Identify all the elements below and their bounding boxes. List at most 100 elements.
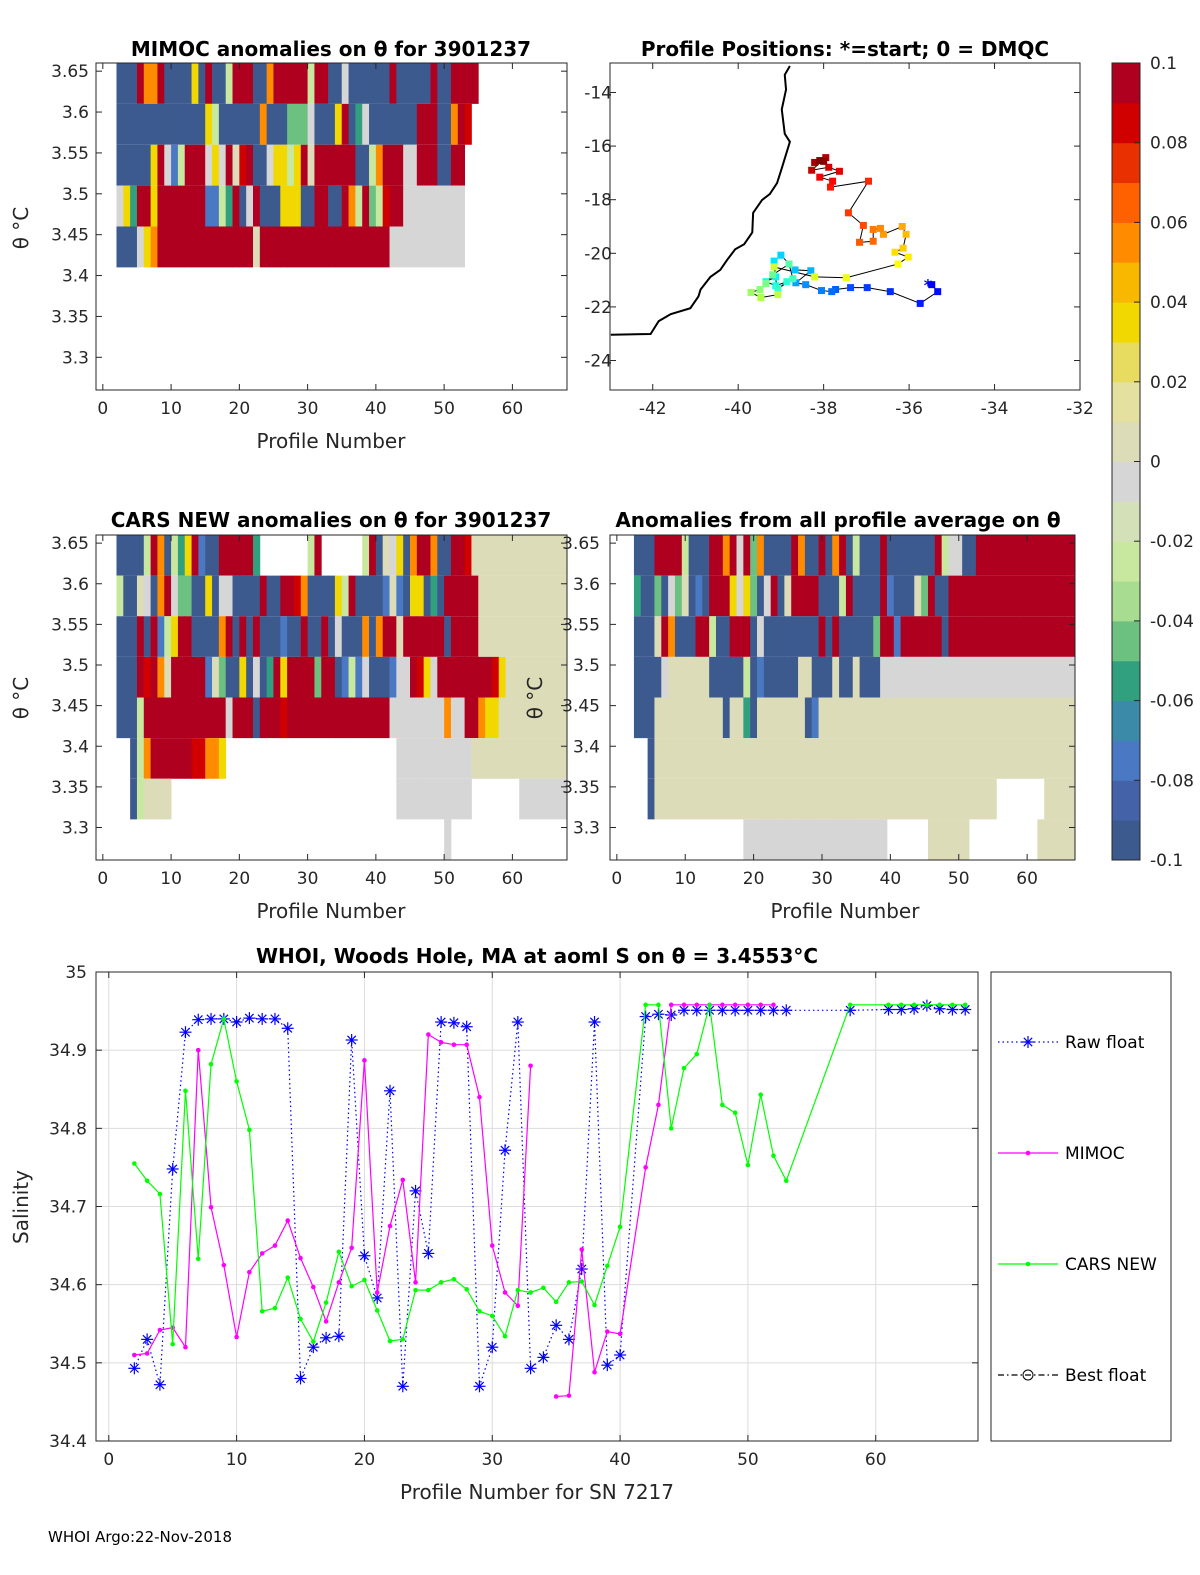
heatmap-cell (825, 819, 833, 860)
heatmap-cell (996, 738, 1004, 779)
x-tick-label: 20 (229, 869, 251, 889)
heatmap-cell (218, 144, 227, 186)
series-point (541, 1285, 546, 1291)
series-point (579, 1247, 585, 1252)
salinity-ylabel: Salinity (9, 1170, 33, 1244)
heatmap-cell (212, 616, 220, 657)
heatmap-cell (715, 575, 724, 617)
heatmap-cell (818, 778, 826, 820)
heatmap-cell (273, 616, 281, 657)
heatmap-cell (1010, 697, 1018, 739)
heatmap-cell (907, 697, 915, 739)
heatmap-cell (661, 738, 669, 779)
y-tick-label: 34.7 (49, 1198, 87, 1218)
heatmap-cell (334, 63, 343, 104)
heatmap-cell (982, 697, 990, 739)
heatmap-cell (157, 103, 165, 145)
colorbar-band (1112, 122, 1140, 144)
heatmap-cell (674, 656, 683, 698)
series-point (349, 1245, 354, 1251)
raw-float-marker (639, 1010, 652, 1023)
heatmap-cell (709, 535, 717, 576)
heatmap-cell (948, 819, 956, 860)
heatmap-cell (205, 616, 213, 657)
profile-position-marker (769, 271, 777, 279)
heatmap-cell (205, 697, 213, 739)
heatmap-cell (498, 656, 506, 698)
heatmap-cell (941, 778, 949, 820)
heatmap-cell (225, 535, 233, 576)
series-point (272, 1305, 278, 1311)
heatmap-cell (811, 697, 819, 739)
heatmap-cell (259, 144, 268, 186)
heatmap-cell (389, 144, 397, 186)
heatmap-cell (729, 778, 737, 820)
heatmap-cell (177, 185, 186, 227)
heatmap-cell (832, 819, 840, 860)
heatmap-cell (444, 226, 452, 268)
heatmap-cell (423, 778, 431, 820)
heatmap-cell (886, 575, 895, 617)
series-point (157, 1327, 163, 1333)
star-stroke (768, 1005, 779, 1015)
heatmap-cell (123, 535, 131, 576)
heatmap-cell (640, 697, 649, 739)
heatmap-cell (866, 778, 874, 820)
heatmap-cell (444, 656, 452, 698)
heatmap-cell (975, 535, 984, 576)
raw-float-marker (550, 1319, 563, 1332)
heatmap-cell (157, 656, 165, 698)
series-point (374, 1290, 380, 1295)
heatmap-cell (191, 63, 199, 104)
heatmap-cell (259, 575, 268, 617)
star-stroke (756, 1005, 766, 1015)
star-stroke (206, 1014, 216, 1024)
heatmap-cell (273, 656, 281, 698)
heatmap-cell (444, 738, 452, 779)
heatmap-cell (287, 656, 295, 698)
raw-float-marker (588, 1016, 601, 1029)
heatmap-cell (941, 656, 949, 698)
series-point (336, 1280, 342, 1285)
heatmap-cell (218, 656, 227, 698)
heatmap-cell (934, 819, 943, 860)
profile-position-marker (876, 224, 884, 232)
colorbar-tick-label: 0.02 (1150, 373, 1188, 393)
heatmap-cell (750, 697, 758, 739)
profile-position-marker (816, 157, 824, 165)
star-stroke (257, 1014, 267, 1024)
heatmap-cell (1003, 535, 1011, 576)
heatmap-cell (184, 144, 192, 186)
heatmap-cell (136, 185, 145, 227)
heatmap-cell (1051, 616, 1059, 657)
heatmap-cell (1003, 697, 1011, 739)
series-point (336, 1249, 342, 1255)
heatmap-cell (164, 144, 172, 186)
series-point (847, 1002, 853, 1008)
heatmap-cell (526, 656, 534, 698)
heatmap-cell (1051, 656, 1059, 698)
heatmap-cell (450, 738, 459, 779)
heatmap-cell (743, 575, 751, 617)
heatmap-cell (873, 697, 881, 739)
heatmap-cell (1051, 778, 1059, 820)
heatmap-cell (532, 535, 541, 576)
heatmap-cell (177, 575, 186, 617)
heatmap-cell (526, 575, 534, 617)
heatmap-cell (136, 63, 145, 104)
profile-position-marker (774, 285, 782, 293)
heatmap-cell (743, 697, 751, 739)
raw-float-marker (294, 1372, 307, 1385)
profile-position-marker (869, 225, 877, 233)
star-stroke (142, 1334, 152, 1345)
heatmap-cell (191, 575, 199, 617)
heatmap-cell (423, 656, 431, 698)
heatmap-cell (1044, 778, 1052, 820)
heatmap-cell (328, 144, 336, 186)
heatmap-cell (239, 697, 247, 739)
heatmap-cell (280, 144, 288, 186)
heatmap-cell (647, 778, 655, 820)
heatmap-cell (416, 144, 425, 186)
heatmap-cell (921, 535, 929, 576)
heatmap-cell (198, 616, 206, 657)
